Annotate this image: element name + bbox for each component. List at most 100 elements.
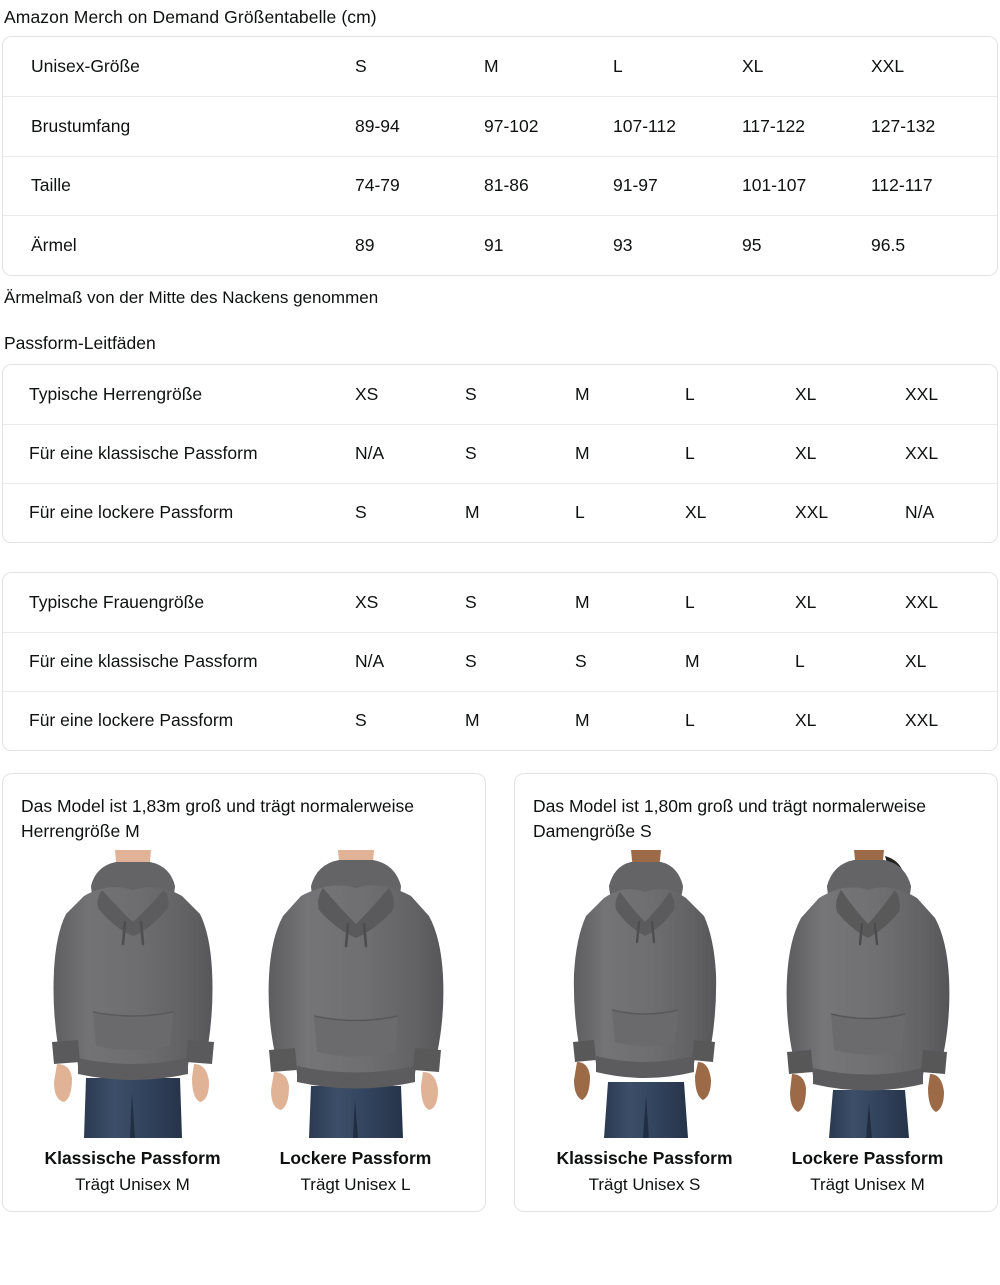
column-header-m: M (484, 56, 499, 76)
fit-name: Lockere Passform (791, 1148, 944, 1168)
cell-sleeve-xxl: 96.5 (871, 215, 997, 275)
mens-fit-table-card: Typische Herrengröße XS S M L XL XXL Für… (2, 364, 998, 543)
model-photo-female-relaxed (758, 850, 977, 1138)
cell-waist-xxl: 112-117 (871, 155, 997, 216)
cell-womens-classic-4: M (685, 631, 795, 691)
cell-sleeve-xl: 95 (742, 215, 871, 275)
model-figure-labels: Klassische Passform Trägt Unisex S (556, 1138, 732, 1197)
fit-guides-heading: Passform-Leitfäden (4, 333, 156, 353)
table-row: Taille 74-79 81-86 91-97 101-107 112-117 (3, 155, 997, 216)
cell-mens-typical-5: XL (795, 383, 817, 404)
cell-womens-relaxed-5: XL (795, 690, 905, 750)
table-row: Für eine lockere Passform S M L XL XXL N… (3, 482, 997, 542)
cell-mens-typical-1: XS (355, 383, 379, 404)
model-figures: Klassische Passform Trägt Unisex S (533, 850, 979, 1197)
row-label-waist: Taille (3, 155, 355, 216)
model-figure-labels: Lockere Passform Trägt Unisex M (792, 1138, 944, 1197)
cell-mens-classic-1: N/A (355, 423, 465, 483)
model-figure-labels: Lockere Passform Trägt Unisex L (280, 1138, 432, 1197)
cell-mens-typical-4: L (685, 383, 695, 404)
mens-fit-table: Typische Herrengröße XS S M L XL XXL Für… (3, 365, 997, 542)
cell-mens-relaxed-6: N/A (905, 482, 997, 542)
model-card-mens: Das Model ist 1,83m groß und trägt norma… (2, 773, 486, 1212)
cell-womens-relaxed-3: M (575, 690, 685, 750)
model-figure-relaxed: Lockere Passform Trägt Unisex L (246, 850, 465, 1197)
cell-chest-m: 97-102 (484, 96, 613, 156)
cell-mens-typical-6: XXL (905, 383, 939, 404)
cell-womens-relaxed-6: XXL (905, 690, 997, 750)
womens-fit-table: Typische Frauengröße XS S M L XL XXL Für… (3, 573, 997, 750)
cell-womens-classic-5: L (795, 631, 905, 691)
cell-chest-s: 89-94 (355, 96, 484, 156)
table-row: Ärmel 89 91 93 95 96.5 (3, 215, 997, 275)
table-spacer (2, 543, 998, 572)
cell-waist-l: 91-97 (613, 155, 742, 216)
cell-mens-classic-6: XXL (905, 423, 997, 483)
womens-fit-table-card: Typische Frauengröße XS S M L XL XXL Für… (2, 572, 998, 751)
row-label-sleeve: Ärmel (3, 215, 355, 275)
fit-name: Klassische Passform (556, 1148, 733, 1168)
measurement-table: Unisex-Größe S M L XL XXL Brustumfang 89… (3, 37, 997, 275)
page-title: Amazon Merch on Demand Größentabelle (cm… (4, 7, 377, 27)
row-label-womens-relaxed-fit: Für eine lockere Passform (3, 690, 355, 750)
cell-sleeve-m: 91 (484, 215, 613, 275)
model-figure-classic: Klassische Passform Trägt Unisex M (23, 850, 242, 1197)
cell-mens-relaxed-5: XXL (795, 482, 905, 542)
table-row: Typische Herrengröße XS S M L XL XXL (3, 365, 997, 424)
model-figure-labels: Klassische Passform Trägt Unisex M (44, 1138, 220, 1197)
cell-womens-classic-2: S (465, 631, 575, 691)
row-label-mens-relaxed-fit: Für eine lockere Passform (3, 482, 355, 542)
cell-mens-typical-3: M (575, 383, 590, 404)
table-row: Brustumfang 89-94 97-102 107-112 117-122… (3, 96, 997, 156)
table-row: Für eine lockere Passform S M M L XL XXL (3, 690, 997, 750)
measurement-table-card: Unisex-Größe S M L XL XXL Brustumfang 89… (2, 36, 998, 276)
cell-mens-relaxed-2: M (465, 482, 575, 542)
cell-womens-typical-1: XS (355, 591, 379, 612)
fit-wears-size: Trägt Unisex M (810, 1175, 925, 1194)
row-label-womens-classic-fit: Für eine klassische Passform (3, 631, 355, 691)
cell-womens-relaxed-2: M (465, 690, 575, 750)
table-row: Für eine klassische Passform N/A S M L X… (3, 423, 997, 483)
cell-womens-typical-3: M (575, 591, 590, 612)
sleeve-measurement-note: Ärmelmaß von der Mitte des Nackens genom… (4, 288, 379, 307)
cell-womens-typical-2: S (465, 591, 477, 612)
model-figure-classic: Klassische Passform Trägt Unisex S (535, 850, 754, 1197)
cell-womens-classic-1: N/A (355, 631, 465, 691)
cell-womens-typical-4: L (685, 591, 695, 612)
cell-waist-s: 74-79 (355, 155, 484, 216)
column-header-xxl: XXL (871, 56, 905, 76)
cell-waist-xl: 101-107 (742, 155, 871, 216)
model-card-caption: Das Model ist 1,80m groß und trägt norma… (533, 796, 926, 841)
cell-mens-classic-2: S (465, 423, 575, 483)
cell-womens-classic-6: XL (905, 631, 997, 691)
table-row-header: Unisex-Größe S M L XL XXL (3, 37, 997, 97)
fit-wears-size: Trägt Unisex S (588, 1175, 701, 1194)
model-photo-male-classic (23, 850, 242, 1138)
cell-chest-xxl: 127-132 (871, 96, 997, 156)
row-label-typical-mens-size: Typische Herrengröße (29, 383, 203, 404)
column-header-s: S (355, 56, 367, 76)
cell-womens-typical-5: XL (795, 591, 817, 612)
cell-mens-classic-3: M (575, 423, 685, 483)
fit-name: Klassische Passform (44, 1148, 221, 1168)
fit-name: Lockere Passform (279, 1148, 432, 1168)
row-label-typical-womens-size: Typische Frauengröße (29, 591, 205, 612)
cell-womens-relaxed-1: S (355, 690, 465, 750)
model-figure-relaxed: Lockere Passform Trägt Unisex M (758, 850, 977, 1197)
size-chart-page: Amazon Merch on Demand Größentabelle (cm… (2, 7, 998, 1212)
cell-waist-m: 81-86 (484, 155, 613, 216)
cell-womens-classic-3: S (575, 631, 685, 691)
cell-mens-typical-2: S (465, 383, 477, 404)
cell-chest-xl: 117-122 (742, 96, 871, 156)
row-label-mens-classic-fit: Für eine klassische Passform (3, 423, 355, 483)
model-photo-female-classic (535, 850, 754, 1138)
fit-wears-size: Trägt Unisex L (300, 1175, 411, 1194)
row-label-chest: Brustumfang (3, 96, 355, 156)
cell-womens-relaxed-4: L (685, 690, 795, 750)
cell-mens-classic-4: L (685, 423, 795, 483)
cell-mens-relaxed-1: S (355, 482, 465, 542)
cell-sleeve-l: 93 (613, 215, 742, 275)
model-figures: Klassische Passform Trägt Unisex M (21, 850, 467, 1197)
cell-sleeve-s: 89 (355, 215, 484, 275)
column-header-xl: XL (742, 56, 764, 76)
